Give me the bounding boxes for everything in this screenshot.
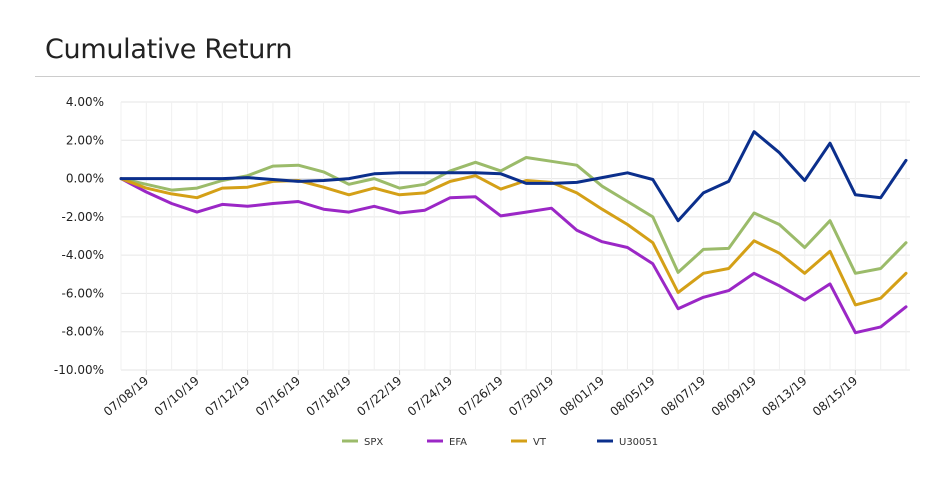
x-tick-label: 08/05/19	[607, 374, 657, 419]
series-line-efa	[119, 177, 908, 335]
y-tick-label: 4.00%	[66, 95, 104, 109]
series-lines	[119, 130, 908, 335]
grid-lines	[120, 101, 910, 371]
x-tick-label: 08/15/19	[810, 374, 860, 419]
x-tick-label: 07/18/19	[304, 374, 354, 419]
x-tick-label: 07/08/19	[101, 374, 151, 419]
y-tick-label: -8.00%	[62, 325, 104, 339]
series-line-spx	[119, 156, 908, 275]
series-line-u30051	[119, 130, 908, 223]
y-tick-label: -6.00%	[62, 286, 104, 300]
x-tick-label: 07/24/19	[405, 374, 455, 419]
y-tick-label: -10.00%	[54, 363, 104, 377]
x-tick-label: 07/30/19	[506, 374, 556, 419]
x-tick-label: 07/26/19	[455, 374, 505, 419]
series-line-vt	[119, 174, 908, 307]
y-tick-label: -4.00%	[62, 248, 104, 262]
x-tick-label: 08/09/19	[709, 374, 759, 419]
x-tick-label: 07/16/19	[253, 374, 303, 419]
x-tick-label: 07/12/19	[202, 374, 252, 419]
legend-label: VT	[533, 437, 547, 448]
chart-title: Cumulative Return	[45, 34, 293, 65]
y-tick-label: -2.00%	[62, 210, 104, 224]
x-tick-label: 08/13/19	[759, 374, 809, 419]
y-tick-label: 0.00%	[66, 172, 104, 186]
legend-label: EFA	[449, 437, 467, 448]
title-divider	[35, 76, 920, 77]
y-tick-label: 2.00%	[66, 133, 104, 147]
legend: SPX EFA VT U30051	[342, 437, 658, 448]
x-tick-label: 08/01/19	[557, 374, 607, 419]
legend-label: SPX	[364, 437, 383, 448]
x-tick-label: 08/07/19	[658, 374, 708, 419]
x-axis: 07/08/19 07/10/19 07/12/19 07/16/19 07/18/19…	[101, 370, 860, 419]
y-axis: 4.00% 2.00% 0.00% -2.00% -4.00% -6.00% -8.00% -…	[54, 95, 104, 377]
x-tick-label: 07/22/19	[354, 374, 404, 419]
x-tick-label: 07/10/19	[152, 374, 202, 419]
legend-label: U30051	[619, 437, 658, 448]
